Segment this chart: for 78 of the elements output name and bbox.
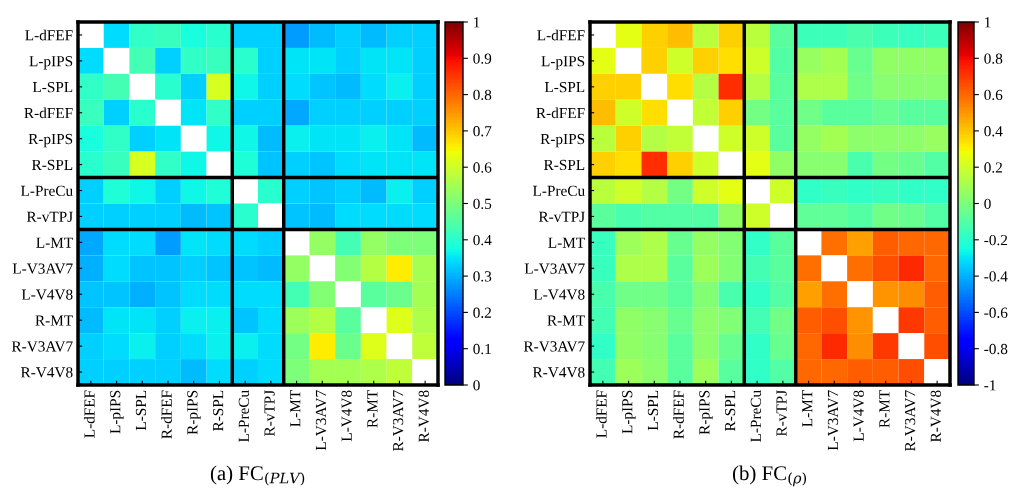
y-tick-label: L-MT — [36, 237, 73, 248]
y-tick-label: R-V3AV7 — [523, 341, 585, 352]
y-tick-label: R-pIPS — [540, 133, 585, 148]
y-tick-label: L-V3AV7 — [524, 263, 585, 274]
x-tick-label: R-dFEF — [673, 390, 684, 439]
color-bar-label: 0.2 — [984, 162, 1002, 173]
y-tick-label: L-dFEF — [537, 29, 585, 41]
color-bar-label: -1 — [984, 380, 996, 391]
color-bar-label: 0.8 — [473, 89, 492, 101]
color-bar-label: -0.6 — [984, 307, 1008, 318]
color-bar-label: 0 — [984, 198, 991, 209]
y-tick-label: L-pIPS — [29, 56, 73, 70]
color-bar-label: 0.6 — [984, 89, 1003, 101]
x-tick-label: R-SPL — [724, 390, 736, 432]
y-tick-label: L-MT — [548, 237, 585, 248]
y-tick-label: R-MT — [547, 315, 585, 326]
y-tick-label: L-SPL — [32, 82, 73, 93]
y-tick-label: L-SPL — [544, 82, 585, 93]
y-tick-label: R-dFEF — [536, 107, 585, 119]
x-tick-label: L-PreCu — [750, 390, 761, 443]
y-tick-label: R-vTPJ — [26, 211, 73, 222]
color-bar-label: -0.4 — [984, 271, 1008, 282]
x-tick-label: L-SPL — [135, 390, 147, 431]
color-bar-label: 1 — [985, 17, 991, 28]
text: (b) FC$_{(ρ)}$ — [733, 465, 807, 487]
x-tick-label: R-V3AV7 — [392, 390, 404, 452]
y-tick-label: R-pIPS — [28, 133, 73, 148]
x-tick-label: L-PreCu — [238, 390, 249, 443]
x-tick-label: L-V4V8 — [853, 390, 864, 442]
color-bar-label: 0 — [473, 380, 480, 391]
color-bar-label: 0.1 — [473, 343, 491, 355]
x-tick-label: R-MT — [879, 390, 890, 428]
x-tick-label: L-pIPS — [110, 390, 124, 434]
color-bar-label: -0.8 — [984, 343, 1008, 355]
x-tick-label: R-MT — [367, 390, 378, 428]
y-tick-label: L-V4V8 — [21, 289, 73, 300]
y-tick-label: R-V4V8 — [20, 367, 73, 378]
y-tick-label: L-dFEF — [25, 29, 73, 41]
color-bar-label: 1 — [474, 17, 480, 28]
y-tick-label: R-vTPJ — [538, 211, 585, 222]
x-tick-label: R-V3AV7 — [904, 390, 916, 452]
text: (a) FC$_{(PLV)}$ — [210, 465, 305, 486]
y-tick-label: L-PreCu — [532, 185, 585, 196]
y-tick-label: R-SPL — [543, 159, 585, 171]
y-tick-label: R-dFEF — [24, 107, 73, 119]
y-tick-label: L-V3AV7 — [12, 263, 73, 274]
color-bar-label: 0.7 — [473, 126, 492, 137]
y-tick-label: L-V4V8 — [533, 289, 585, 300]
x-tick-label: R-dFEF — [161, 390, 172, 439]
x-tick-label: R-vTPJ — [264, 390, 275, 437]
x-tick-label: R-V4V8 — [418, 390, 430, 443]
y-tick-label: R-V3AV7 — [11, 341, 73, 352]
x-tick-label: R-SPL — [212, 390, 224, 432]
color-bar-label: 0.4 — [473, 234, 492, 246]
y-tick-label: R-V4V8 — [532, 367, 585, 378]
x-tick-label: L-pIPS — [622, 390, 636, 434]
color-bar-label: 0.9 — [473, 53, 492, 64]
y-tick-label: L-pIPS — [541, 56, 585, 70]
color-bar-label: 0.2 — [473, 307, 491, 318]
color-bar-label: 0.5 — [473, 198, 492, 210]
x-tick-label: R-V4V8 — [930, 390, 942, 443]
x-tick-label: L-SPL — [647, 390, 659, 431]
x-tick-label: L-V3AV7 — [315, 390, 327, 451]
x-tick-label: L-V4V8 — [341, 390, 352, 442]
x-tick-label: R-vTPJ — [776, 390, 787, 437]
color-bar-label: 0.6 — [473, 162, 492, 173]
color-bar-label: 0.4 — [984, 126, 1003, 137]
x-tick-label: L-MT — [802, 390, 813, 427]
y-tick-label: R-MT — [35, 315, 73, 326]
color-bar-label: 0.3 — [473, 271, 492, 282]
color-bar-label: 0.8 — [984, 53, 1003, 64]
x-tick-label: L-V3AV7 — [827, 390, 839, 451]
x-tick-label: R-pIPS — [699, 390, 713, 435]
x-tick-label: R-pIPS — [187, 390, 201, 435]
y-tick-label: L-PreCu — [20, 185, 73, 196]
color-bar-label: -0.2 — [984, 234, 1008, 246]
y-tick-label: R-SPL — [31, 159, 73, 171]
x-tick-label: L-MT — [290, 390, 301, 427]
